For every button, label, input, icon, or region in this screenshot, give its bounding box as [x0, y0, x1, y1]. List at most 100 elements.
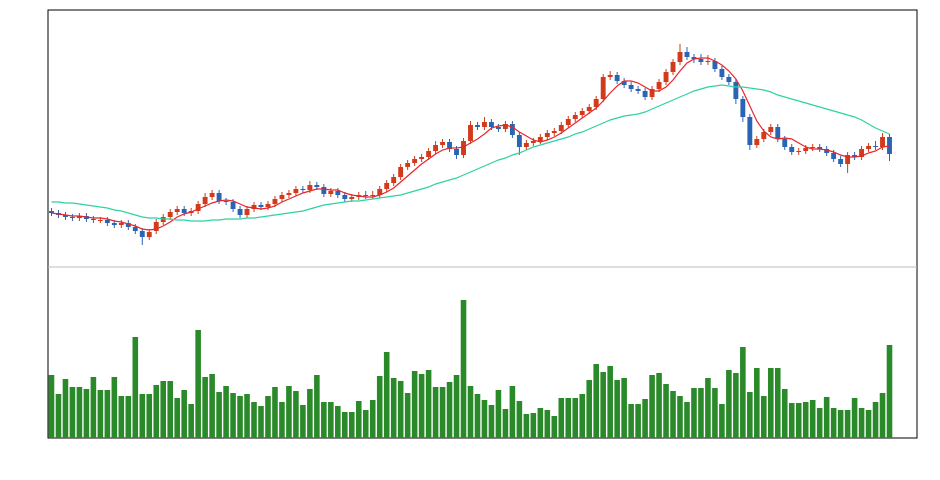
- candle-body: [705, 61, 711, 62]
- volume-bar: [767, 368, 774, 438]
- volume-bar: [48, 375, 55, 438]
- candle-body: [174, 209, 180, 212]
- candle-body: [663, 72, 669, 82]
- candle-body: [111, 223, 117, 225]
- volume-bar: [342, 412, 348, 438]
- candle-body: [509, 124, 515, 135]
- volume-bar: [279, 402, 285, 438]
- volume-bar: [376, 376, 383, 438]
- volume-bar: [802, 402, 809, 438]
- volume-bar: [712, 388, 718, 438]
- candle-body: [558, 125, 564, 131]
- volume-bar: [761, 396, 767, 438]
- volume-bar: [474, 394, 481, 438]
- candle-body: [265, 204, 271, 207]
- candle-body: [712, 61, 718, 69]
- volume-bar: [886, 345, 893, 438]
- volume-bar: [411, 371, 418, 438]
- volume-bar: [663, 384, 669, 438]
- volume-bar: [195, 330, 201, 438]
- volume-bar: [481, 400, 488, 438]
- candle-body: [523, 143, 529, 147]
- volume-bar: [390, 378, 397, 438]
- volume-bar: [781, 389, 788, 438]
- moving-average-line: [51, 84, 890, 222]
- volume-bar: [677, 396, 683, 438]
- candle-body: [370, 195, 376, 196]
- candle-body: [321, 187, 327, 194]
- candle-body: [747, 117, 753, 145]
- candle-body: [621, 81, 627, 85]
- volume-bar: [509, 386, 516, 438]
- candle-body: [223, 201, 229, 202]
- candle-body: [482, 122, 487, 127]
- candle-body: [607, 75, 613, 77]
- candle-body: [440, 142, 446, 145]
- volume-bar: [740, 347, 746, 438]
- volume-bar: [97, 390, 104, 438]
- volume-bar: [104, 390, 111, 438]
- candle-body: [614, 75, 620, 81]
- candle-body: [691, 57, 697, 59]
- volume-bar: [321, 402, 327, 438]
- volume-bar: [635, 404, 641, 438]
- volume-bar: [495, 390, 502, 438]
- candle-body: [838, 159, 844, 164]
- volume-bar: [600, 372, 606, 438]
- candle-body: [803, 148, 809, 151]
- volume-bar: [404, 393, 411, 438]
- volume-bar: [837, 410, 844, 438]
- candle-body: [719, 69, 725, 77]
- candle-body: [635, 89, 641, 91]
- candle-body: [810, 147, 816, 148]
- volume-bar: [328, 402, 334, 438]
- volume-bar: [467, 386, 474, 438]
- volume-bar: [774, 368, 781, 438]
- candle-body: [335, 191, 341, 195]
- volume-bar: [488, 405, 495, 438]
- candle-body: [593, 99, 599, 107]
- candle-body: [684, 52, 690, 57]
- volume-bar: [691, 388, 697, 438]
- candle-body: [733, 82, 739, 99]
- volume-bar: [621, 378, 627, 438]
- candle-body: [698, 59, 704, 62]
- candle-body: [649, 89, 655, 97]
- volume-bar: [432, 387, 439, 438]
- volume-bar: [705, 378, 711, 438]
- candle-body: [426, 151, 432, 157]
- candle-body: [146, 232, 152, 237]
- volume-bar: [355, 401, 362, 438]
- candle-body: [782, 139, 788, 147]
- volume-bar: [460, 300, 467, 438]
- candle-body: [202, 197, 208, 204]
- candle-body: [489, 122, 494, 127]
- volume-bar: [872, 402, 879, 438]
- candle-body: [600, 77, 606, 99]
- candle-body: [880, 137, 885, 147]
- volume-bar: [551, 416, 558, 438]
- volume-bar: [795, 403, 802, 438]
- candle-body: [412, 159, 418, 163]
- plot-frame: [47, 9, 918, 439]
- volume-bar: [733, 373, 739, 438]
- candle-body: [761, 132, 767, 139]
- candle-body: [125, 223, 131, 227]
- volume-bar: [369, 400, 376, 438]
- volume-bar: [244, 394, 250, 438]
- moving-average-line: [51, 57, 890, 231]
- candle-body: [845, 155, 851, 164]
- volume-bar: [307, 389, 313, 438]
- candle-body: [565, 119, 571, 125]
- volume-bar: [230, 393, 236, 438]
- candle-body: [817, 147, 823, 149]
- volume-bar: [670, 391, 676, 438]
- volume-bar: [830, 408, 837, 438]
- volume-bar: [593, 364, 599, 438]
- volume-bar: [879, 393, 886, 438]
- candle-body: [551, 131, 557, 133]
- volume-bar: [125, 396, 132, 438]
- candle-body: [300, 189, 306, 190]
- volume-bar: [111, 377, 118, 438]
